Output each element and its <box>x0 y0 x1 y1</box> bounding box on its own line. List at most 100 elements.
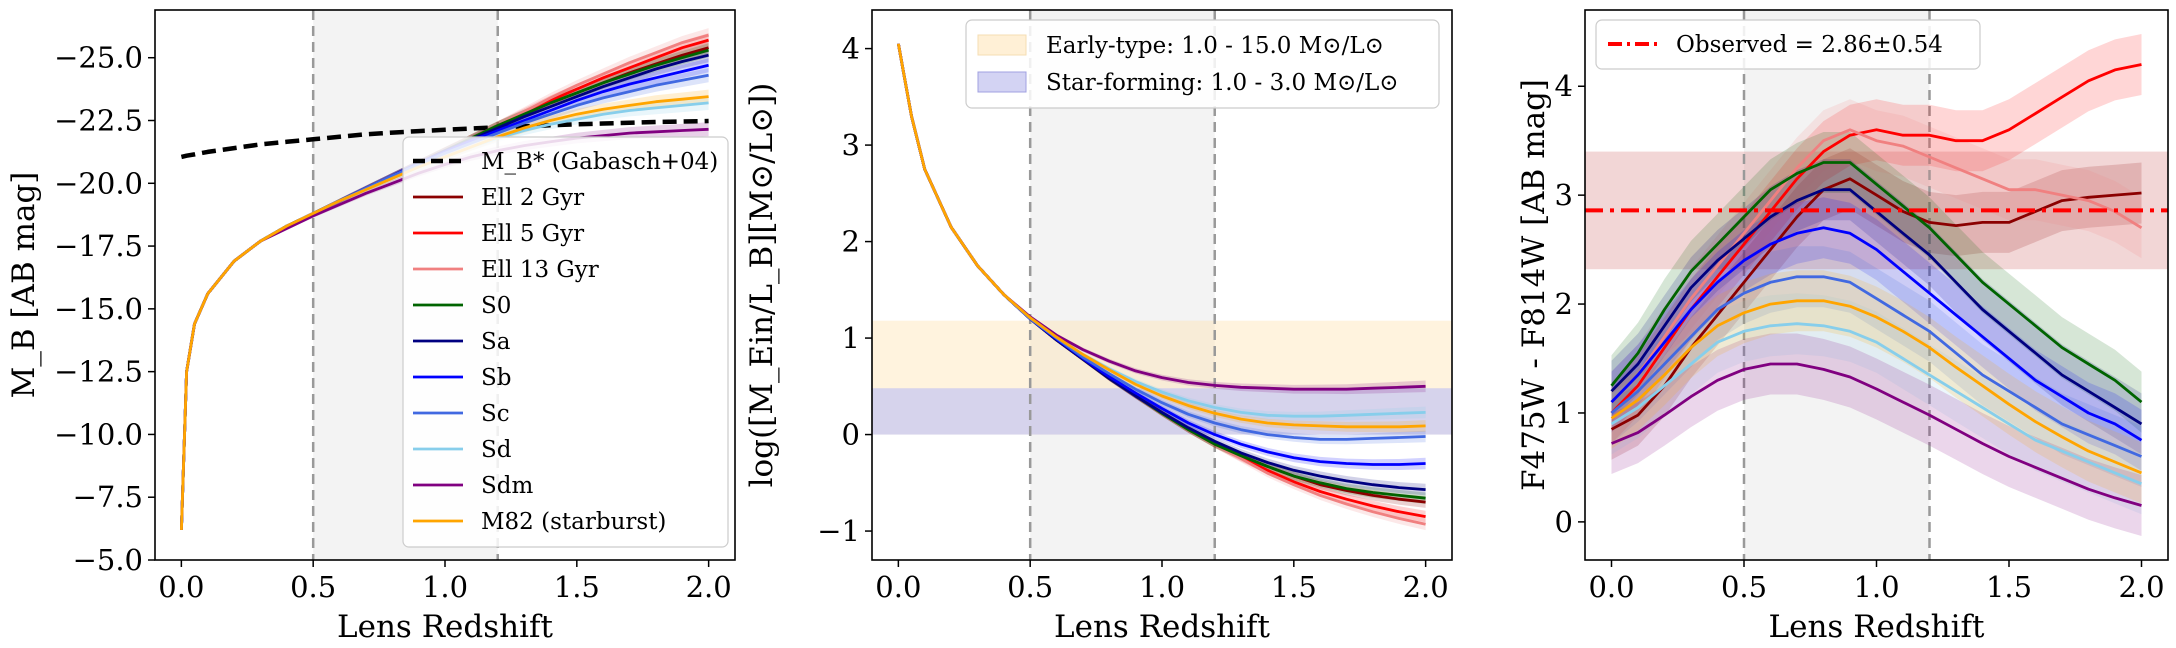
legend-item-star-forming: Star-forming: 1.0 - 3.0 M⊙/L⊙ <box>977 70 1399 96</box>
y-tick-label: −1 <box>817 514 860 548</box>
series-ell-2-gyr <box>1610 177 2142 431</box>
y-tick-label: −7.5 <box>73 480 143 514</box>
legend-label: Observed = 2.86±0.54 <box>1676 32 1943 58</box>
legend-label: S0 <box>481 293 511 319</box>
legend-label: Sc <box>481 401 510 427</box>
series-m82-starburst <box>1610 299 2143 475</box>
y-axis-label: F475W - F814W [AB mag] <box>1516 79 1552 491</box>
band-sdm <box>1611 333 2142 536</box>
y-tick-label: −20.0 <box>54 166 143 200</box>
y-tick-label: −22.5 <box>54 104 143 138</box>
legend-label: Sa <box>481 329 511 355</box>
band-ell-2-gyr <box>1611 148 2142 460</box>
y-tick-label: 3 <box>842 128 860 162</box>
x-axis-label: Lens Redshift <box>1054 609 1270 645</box>
band-m82-starburst <box>1611 270 2142 504</box>
series-m-b-gabasch-04 <box>180 118 709 160</box>
legend-item-s0: S0 <box>413 293 511 319</box>
x-tick-label: 2.0 <box>1403 570 1449 604</box>
panel-color: 0.0 0.5 1.0 1.5 2.0 4 3 2 1 0 Lens Redshift F475W -… <box>1516 9 2169 645</box>
x-tick-label: 1.0 <box>422 570 468 604</box>
band-ell-2-gyr <box>898 43 1426 508</box>
y-tick-label: 1 <box>1555 396 1573 430</box>
y-tick-label: 2 <box>1555 287 1573 321</box>
x-tick-label: 1.5 <box>1271 570 1317 604</box>
y-tick-label: −15.0 <box>54 292 143 326</box>
x-tick-label: 1.5 <box>1986 570 2032 604</box>
band-s0 <box>1611 132 2142 433</box>
x-tick-label: 2.0 <box>686 570 732 604</box>
series-s0 <box>1610 161 2143 404</box>
y-tick-label: 4 <box>1555 69 1573 103</box>
plot-area <box>1585 10 2168 560</box>
band-sb <box>1611 197 2142 471</box>
legend-box <box>402 136 729 548</box>
y-tick-label: 2 <box>842 225 860 259</box>
series-m82-starburst <box>897 43 1426 429</box>
legend-box <box>965 19 1440 109</box>
y-ticks: 4 3 2 1 0 <box>1555 69 1585 539</box>
panel-mass-to-light: 0.0 0.5 1.0 1.5 2.0 4 3 2 1 0 −1 Lens Redshift log([… <box>744 9 1453 645</box>
y-tick-label: 4 <box>842 32 860 66</box>
legend-label: Ell 2 Gyr <box>481 185 584 211</box>
x-ticks: 0.0 0.5 1.0 1.5 2.0 <box>1588 560 2165 604</box>
y-tick-label: −12.5 <box>54 355 143 389</box>
legend-item-ell-2-gyr: Ell 2 Gyr <box>413 185 584 211</box>
x-ticks: 0.0 0.5 1.0 1.5 2.0 <box>158 560 732 604</box>
y-tick-label: 0 <box>1555 505 1573 539</box>
legend-item-ell-13-gyr: Ell 13 Gyr <box>413 257 599 283</box>
legend-item-sb: Sb <box>413 365 511 391</box>
x-tick-label: 1.5 <box>554 570 600 604</box>
legend-label: M_B* (Gabasch+04) <box>481 149 718 175</box>
x-tick-label: 0.5 <box>1721 570 1767 604</box>
band-sd <box>1611 293 2142 515</box>
x-tick-label: 1.0 <box>1853 570 1899 604</box>
legend-item-ell-5-gyr: Ell 5 Gyr <box>413 221 584 247</box>
y-ticks: 4 3 2 1 0 −1 <box>817 32 872 548</box>
legend-item-sc: Sc <box>413 401 510 427</box>
legend-label: M82 (starburst) <box>481 509 666 535</box>
redshift-shaded-region <box>1744 10 1930 560</box>
legend-label: Early-type: 1.0 - 15.0 M⊙/L⊙ <box>1046 33 1384 59</box>
legend-item-sd: Sd <box>413 437 512 463</box>
band-ell-5-gyr <box>1611 34 2142 444</box>
legend-label: Ell 13 Gyr <box>481 257 599 283</box>
series-sc <box>1610 275 2143 458</box>
legend-label: Star-forming: 1.0 - 3.0 M⊙/L⊙ <box>1046 70 1399 96</box>
x-tick-label: 0.5 <box>1007 570 1053 604</box>
band-ell-13-gyr <box>1611 99 2142 433</box>
legend-item-m82-starburst: M82 (starburst) <box>413 509 666 535</box>
x-tick-label: 1.0 <box>1139 570 1185 604</box>
y-tick-label: −17.5 <box>54 229 143 263</box>
y-tick-label: 1 <box>842 321 860 355</box>
series-sb <box>1610 226 2143 442</box>
y-tick-label: −5.0 <box>73 543 143 577</box>
legend-item-m-b-gabasch-04: M_B* (Gabasch+04) <box>413 149 718 175</box>
legend-item-observed: Observed = 2.86±0.54 <box>1608 32 1943 58</box>
legend-item-sa: Sa <box>413 329 511 355</box>
x-ticks: 0.0 0.5 1.0 1.5 2.0 <box>875 560 1449 604</box>
x-tick-label: 2.0 <box>2118 570 2164 604</box>
y-tick-label: −25.0 <box>54 41 143 75</box>
legend-label: Ell 5 Gyr <box>481 221 584 247</box>
y-tick-label: 0 <box>842 418 860 452</box>
x-axis-label: Lens Redshift <box>337 609 553 645</box>
legend-box <box>1595 19 1981 70</box>
x-tick-label: 0.5 <box>290 570 336 604</box>
y-tick-label: −10.0 <box>54 417 143 451</box>
plot-area <box>872 10 1452 560</box>
series-ell-13-gyr <box>1610 128 2143 404</box>
x-tick-label: 0.0 <box>1588 570 1634 604</box>
legend-swatch <box>977 34 1027 56</box>
legend-item-early-type: Early-type: 1.0 - 15.0 M⊙/L⊙ <box>977 33 1384 59</box>
y-tick-label: 3 <box>1555 178 1573 212</box>
x-axis-label: Lens Redshift <box>1769 609 1985 645</box>
legend-item-sdm: Sdm <box>413 473 533 499</box>
y-axis-label: M_B [AB mag] <box>6 172 42 399</box>
legend-label: Sd <box>481 437 512 463</box>
band-sc <box>1611 246 2142 487</box>
series-sd <box>1610 322 2143 486</box>
legend-label: Sb <box>481 365 511 391</box>
x-tick-label: 0.0 <box>875 570 921 604</box>
